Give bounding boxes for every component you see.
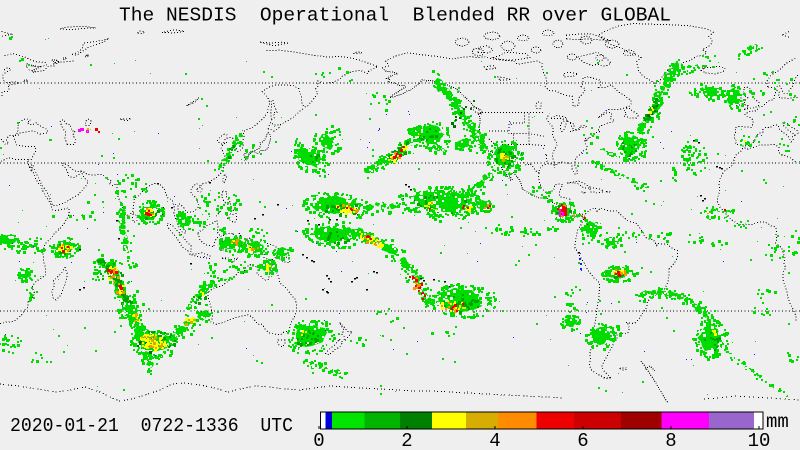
svg-text:10: 10	[748, 430, 771, 450]
svg-text:8: 8	[665, 430, 676, 450]
svg-text:6: 6	[577, 430, 588, 450]
svg-text:The NESDIS Operational Blend: The NESDIS Operational Blended RR over G…	[119, 5, 671, 27]
svg-text:2: 2	[401, 430, 412, 450]
svg-text:2020-01-21 0722-1336 UTC: 2020-01-21 0722-1336 UTC	[10, 415, 293, 437]
svg-text:mm: mm	[766, 411, 789, 433]
svg-text:4: 4	[489, 430, 500, 450]
svg-text:0: 0	[313, 430, 324, 450]
